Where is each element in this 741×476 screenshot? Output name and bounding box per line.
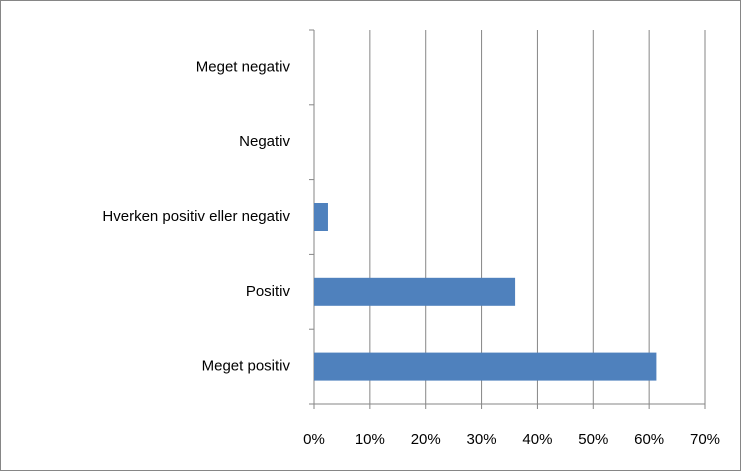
x-tick-label: 10% xyxy=(355,431,385,448)
x-tick-label: 20% xyxy=(411,431,441,448)
bar xyxy=(314,277,516,306)
x-tick-label: 60% xyxy=(634,431,664,448)
x-tick-label: 40% xyxy=(522,431,552,448)
y-tick-label: Hverken positiv eller negativ xyxy=(102,208,290,225)
bar xyxy=(314,203,328,231)
x-tick-label: 0% xyxy=(303,431,325,448)
y-tick-label: Positiv xyxy=(246,283,291,300)
y-tick-label: Negativ xyxy=(239,133,290,150)
x-tick-label: 70% xyxy=(690,431,720,448)
x-tick-label: 30% xyxy=(467,431,497,448)
x-tick-label: 50% xyxy=(578,431,608,448)
y-tick-label: Meget negativ xyxy=(196,58,291,75)
y-tick-label: Meget positiv xyxy=(202,358,291,375)
bar xyxy=(314,352,657,381)
